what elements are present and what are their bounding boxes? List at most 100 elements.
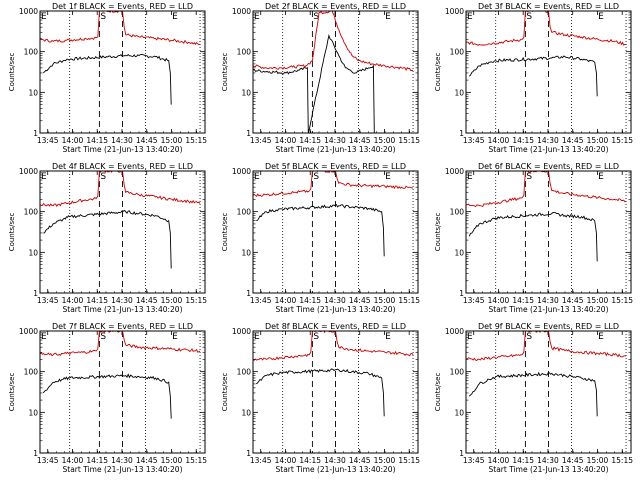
event-marker-label: S bbox=[313, 12, 319, 22]
x-tick-label: 14:30 bbox=[324, 136, 346, 145]
event-marker-label: S bbox=[100, 172, 106, 182]
event-marker-label: S bbox=[100, 332, 106, 342]
y-axis-label: Counts/sec bbox=[8, 213, 16, 252]
y-axis-label: Counts/sec bbox=[221, 373, 229, 412]
x-tick-label: 14:45 bbox=[136, 136, 158, 145]
x-tick-label: 14:15 bbox=[299, 296, 321, 305]
y-tick-label: 1 bbox=[459, 289, 464, 298]
y-tick-label: 100 bbox=[450, 368, 465, 377]
x-tick-label: 14:15 bbox=[86, 296, 108, 305]
events-series-line bbox=[43, 209, 172, 269]
x-tick-label: 14:45 bbox=[349, 136, 371, 145]
x-tick-label: 14:45 bbox=[562, 136, 584, 145]
y-axis-label: Counts/sec bbox=[434, 53, 442, 92]
event-marker-label: E bbox=[598, 172, 604, 182]
x-tick-label: 14:45 bbox=[349, 456, 371, 465]
x-axis-label: Start Time (21-Jun-13 13:40:20) bbox=[489, 145, 609, 154]
x-tick-label: 15:15 bbox=[398, 456, 420, 465]
x-tick-label: 14:00 bbox=[275, 136, 297, 145]
event-marker-label: E bbox=[41, 332, 47, 342]
x-tick-label: 15:00 bbox=[587, 296, 609, 305]
events-series-line bbox=[42, 373, 172, 419]
y-axis-label: Counts/sec bbox=[434, 373, 442, 412]
x-axis-label: Start Time (21-Jun-13 13:40:20) bbox=[276, 465, 396, 474]
y-tick-label: 1000 bbox=[232, 167, 251, 176]
y-tick-label: 10 bbox=[28, 248, 38, 257]
x-tick-label: 15:00 bbox=[374, 136, 396, 145]
x-tick-label: 15:15 bbox=[611, 136, 633, 145]
x-tick-label: 14:00 bbox=[275, 456, 297, 465]
y-axis-label: Counts/sec bbox=[8, 53, 16, 92]
event-marker-label: E bbox=[172, 12, 178, 22]
lld-series-line bbox=[253, 171, 414, 197]
y-tick-label: 10 bbox=[241, 408, 251, 417]
event-marker-label: E bbox=[172, 172, 178, 182]
event-marker-label: E bbox=[254, 332, 260, 342]
x-tick-label: 13:45 bbox=[463, 456, 485, 465]
x-tick-label: 13:45 bbox=[250, 456, 272, 465]
y-tick-label: 1000 bbox=[232, 7, 251, 16]
x-tick-label: 15:00 bbox=[587, 456, 609, 465]
x-tick-label: 15:15 bbox=[611, 296, 633, 305]
y-axis-label: Counts/sec bbox=[8, 373, 16, 412]
x-axis-label: Start Time (21-Jun-13 13:40:20) bbox=[276, 145, 396, 154]
x-tick-label: 15:00 bbox=[161, 136, 183, 145]
x-tick-label: 15:00 bbox=[161, 456, 183, 465]
y-tick-label: 10 bbox=[454, 248, 464, 257]
y-tick-label: 100 bbox=[24, 208, 39, 217]
y-axis-label: Counts/sec bbox=[434, 213, 442, 252]
events-series-line bbox=[469, 55, 598, 97]
event-marker-label: E bbox=[385, 12, 391, 22]
x-tick-label: 14:45 bbox=[562, 456, 584, 465]
event-marker-label: S bbox=[526, 172, 532, 182]
y-tick-label: 1000 bbox=[445, 167, 464, 176]
x-tick-label: 14:30 bbox=[537, 296, 559, 305]
events-series-line bbox=[468, 371, 598, 417]
x-tick-label: 13:45 bbox=[37, 136, 59, 145]
x-tick-label: 14:15 bbox=[299, 136, 321, 145]
y-axis-label: Counts/sec bbox=[221, 213, 229, 252]
event-marker-label: E bbox=[467, 172, 473, 182]
chart-title: Det 4f BLACK = Events, RED = LLD bbox=[52, 162, 193, 171]
x-tick-label: 13:45 bbox=[250, 296, 272, 305]
x-tick-label: 14:15 bbox=[86, 136, 108, 145]
y-tick-label: 10 bbox=[454, 408, 464, 417]
chart-title: Det 9f BLACK = Events, RED = LLD bbox=[478, 322, 619, 331]
y-tick-label: 1000 bbox=[445, 327, 464, 336]
x-tick-label: 14:00 bbox=[275, 296, 297, 305]
x-tick-label: 15:15 bbox=[611, 456, 633, 465]
lld-series-line bbox=[40, 331, 201, 357]
x-tick-label: 15:00 bbox=[161, 296, 183, 305]
event-marker-label: E bbox=[598, 12, 604, 22]
x-tick-label: 13:45 bbox=[37, 296, 59, 305]
event-marker-label: E bbox=[467, 12, 473, 22]
y-tick-label: 1000 bbox=[445, 7, 464, 16]
x-tick-label: 13:45 bbox=[463, 296, 485, 305]
x-tick-label: 14:30 bbox=[111, 136, 133, 145]
x-tick-label: 14:45 bbox=[136, 456, 158, 465]
x-tick-label: 14:15 bbox=[512, 136, 534, 145]
event-marker-label: S bbox=[313, 172, 319, 182]
x-tick-label: 14:15 bbox=[299, 456, 321, 465]
x-tick-label: 14:45 bbox=[562, 296, 584, 305]
lld-series-line bbox=[253, 331, 414, 361]
event-marker-label: E bbox=[254, 172, 260, 182]
x-tick-label: 14:00 bbox=[488, 296, 510, 305]
y-tick-label: 10 bbox=[28, 408, 38, 417]
lld-series-line bbox=[40, 171, 201, 208]
x-tick-label: 14:45 bbox=[136, 296, 158, 305]
event-marker-label: E bbox=[41, 12, 47, 22]
y-tick-label: 1000 bbox=[19, 327, 38, 336]
y-tick-label: 1000 bbox=[19, 167, 38, 176]
x-tick-label: 14:45 bbox=[349, 296, 371, 305]
x-tick-label: 14:30 bbox=[111, 296, 133, 305]
lld-series-line bbox=[466, 171, 627, 208]
x-axis-label: Start Time (21-Jun-13 13:40:20) bbox=[63, 145, 183, 154]
